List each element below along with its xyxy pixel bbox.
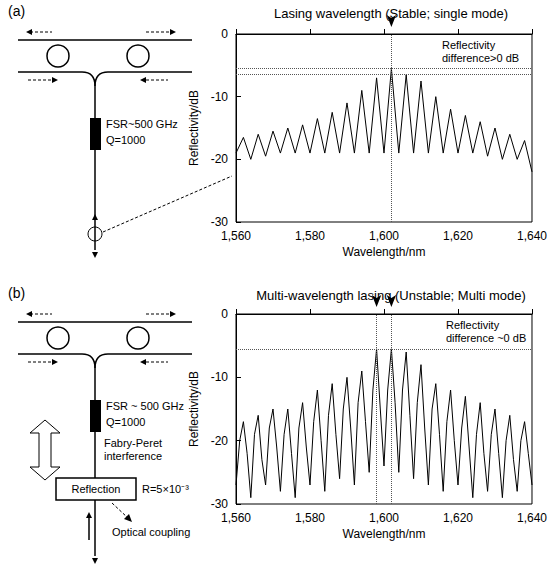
svg-text:Q=1000: Q=1000: [106, 134, 145, 146]
svg-text:1,560: 1,560: [221, 511, 251, 525]
svg-text:R=5×10⁻³: R=5×10⁻³: [142, 483, 189, 495]
svg-text:-30: -30: [211, 497, 229, 511]
svg-text:Wavelength/nm: Wavelength/nm: [343, 245, 426, 259]
svg-text:Wavelength/nm: Wavelength/nm: [343, 527, 426, 541]
svg-text:Reflectivity: Reflectivity: [442, 39, 498, 51]
svg-text:1,600: 1,600: [369, 511, 399, 525]
svg-text:-10: -10: [211, 370, 229, 384]
svg-text:Lasing wavelength (Stable; sin: Lasing wavelength (Stable; single mode): [274, 6, 508, 21]
svg-text:-30: -30: [211, 215, 229, 229]
svg-text:-20: -20: [211, 434, 229, 448]
svg-text:Multi-wavelength lasing (Unsta: Multi-wavelength lasing (Unstable; Multi…: [256, 288, 526, 303]
svg-text:Optical coupling: Optical coupling: [112, 526, 190, 538]
svg-text:Reflectivity: Reflectivity: [446, 319, 502, 331]
svg-text:interference: interference: [104, 450, 162, 462]
svg-text:Fabry-Peret: Fabry-Peret: [104, 437, 165, 449]
svg-text:1,560: 1,560: [221, 229, 251, 243]
svg-text:1,580: 1,580: [295, 229, 325, 243]
svg-text:-10: -10: [211, 90, 229, 104]
svg-text:1,620: 1,620: [443, 511, 473, 525]
svg-text:0: 0: [221, 307, 228, 321]
svg-text:FSR ~ 500 GHz: FSR ~ 500 GHz: [106, 400, 184, 412]
svg-text:Reflection: Reflection: [72, 483, 121, 495]
svg-text:1,640: 1,640: [517, 229, 547, 243]
svg-text:1,580: 1,580: [295, 511, 325, 525]
svg-text:difference ~0 dB: difference ~0 dB: [446, 332, 526, 344]
svg-text:-20: -20: [211, 152, 229, 166]
svg-text:FSR~500 GHz: FSR~500 GHz: [106, 118, 178, 130]
svg-text:1,600: 1,600: [369, 229, 399, 243]
svg-text:Q=1000: Q=1000: [106, 416, 145, 428]
svg-text:0: 0: [221, 27, 228, 41]
svg-text:difference>0 dB: difference>0 dB: [442, 52, 519, 64]
svg-text:Reflectivity/dB: Reflectivity/dB: [187, 90, 201, 166]
svg-text:1,620: 1,620: [443, 229, 473, 243]
svg-text:(b): (b): [8, 285, 25, 301]
svg-text:(a): (a): [8, 3, 25, 19]
svg-text:1,640: 1,640: [517, 511, 547, 525]
svg-text:Reflectivity/dB: Reflectivity/dB: [187, 371, 201, 447]
